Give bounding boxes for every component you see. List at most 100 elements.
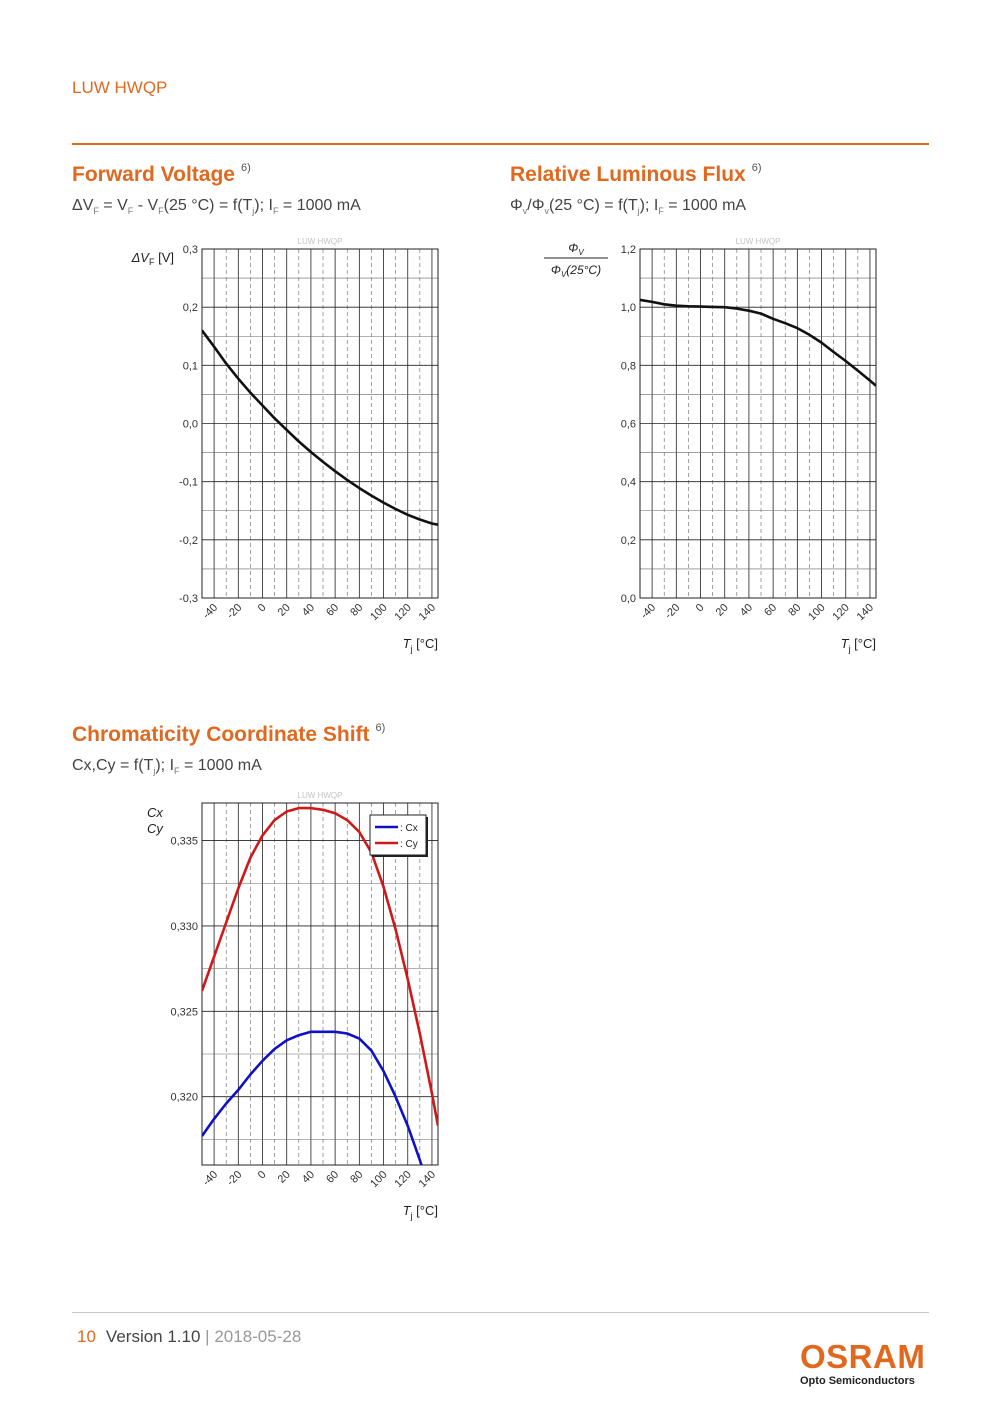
y-tick-label: 0,2 bbox=[183, 302, 198, 314]
forward-voltage-subtitle: ΔVF = VF - VF(25 °C) = f(Tj); IF = 1000 … bbox=[72, 197, 361, 216]
logo-wordmark: OSRAM bbox=[800, 1338, 926, 1375]
legend-box bbox=[369, 814, 427, 856]
chromaticity-subtitle: Cx,Cy = f(Tj); IF = 1000 mA bbox=[72, 757, 262, 776]
forward-voltage-title-text: Forward Voltage bbox=[72, 163, 235, 186]
x-tick-label: 120 bbox=[392, 602, 413, 623]
subtitle-part: = 1000 mA bbox=[663, 197, 747, 214]
y-axis-label-cy: Cy bbox=[147, 821, 164, 836]
x-tick-label: 0 bbox=[694, 602, 707, 615]
x-tick-label: 120 bbox=[392, 1169, 413, 1190]
x-tick-label: 60 bbox=[324, 602, 341, 619]
x-axis-label: Tj [°C] bbox=[403, 1203, 438, 1221]
footer-separator: | bbox=[205, 1327, 210, 1346]
y-tick-label: 0,0 bbox=[621, 593, 636, 605]
x-tick-label: 100 bbox=[806, 602, 827, 623]
y-tick-label: 0,0 bbox=[183, 419, 198, 431]
y-tick-label: 0,3 bbox=[183, 244, 198, 256]
y-axis-label-cx: Cx bbox=[147, 805, 163, 820]
x-tick-label: 40 bbox=[738, 602, 755, 619]
subtitle-sub: F bbox=[158, 206, 164, 217]
subtitle-part: - V bbox=[133, 197, 159, 214]
x-tick-label: 0 bbox=[256, 1169, 269, 1182]
chart-watermark: LUW HWQP bbox=[736, 237, 781, 246]
subtitle-sub: j bbox=[637, 206, 640, 217]
x-tick-label: 80 bbox=[348, 602, 365, 619]
x-tick-label: 60 bbox=[324, 1169, 341, 1186]
logo-tagline: Opto Semiconductors bbox=[800, 1375, 915, 1387]
luminous-flux-subtitle: Φv/Φv(25 °C) = f(Tj); IF = 1000 mA bbox=[510, 197, 746, 216]
x-tick-label: 20 bbox=[714, 602, 731, 619]
osram-logo: OSRAM Opto Semiconductors bbox=[800, 1340, 930, 1388]
x-tick-label: 140 bbox=[417, 1169, 438, 1190]
luminous-flux-chart: LUW HWQP 0,0 0,2 0,4 0,6 0,8 1,0 1,2 -40 -20 0 20 40… bbox=[544, 237, 877, 654]
x-tick-label: -40 bbox=[200, 1169, 220, 1189]
x-axis-label: Tj [°C] bbox=[841, 636, 876, 654]
subtitle-sub: j bbox=[153, 766, 156, 777]
subtitle-sub: v bbox=[522, 206, 528, 217]
x-tick-label: 60 bbox=[762, 602, 779, 619]
chart-watermark: LUW HWQP bbox=[298, 791, 343, 800]
y-tick-label: 0,2 bbox=[621, 535, 636, 547]
x-tick-label: 0 bbox=[256, 602, 269, 615]
subtitle-part: (25 °C) = f(T bbox=[163, 197, 253, 214]
subtitle-part: Φ bbox=[510, 197, 523, 214]
x-tick-label: -20 bbox=[225, 1169, 245, 1189]
x-tick-label: -40 bbox=[200, 602, 220, 622]
y-tick-label: 0,4 bbox=[621, 477, 636, 489]
subtitle-part: ); I bbox=[155, 757, 175, 774]
plot-frame bbox=[201, 802, 439, 1166]
subtitle-sub: j bbox=[252, 206, 255, 217]
y-tick-label: 0,1 bbox=[183, 360, 198, 372]
chromaticity-title-text: Chromaticity Coordinate Shift bbox=[72, 723, 370, 746]
subtitle-sub: F bbox=[93, 206, 99, 217]
page-footer: 10 Version 1.10 | 2018-05-28 bbox=[77, 1327, 301, 1347]
series-line-cx bbox=[202, 1030, 423, 1165]
footer-rule bbox=[72, 1312, 929, 1313]
document-header: LUW HWQP bbox=[72, 78, 168, 97]
y-tick-label: -0,1 bbox=[179, 477, 198, 489]
x-tick-label: 120 bbox=[830, 602, 851, 623]
page-number: 10 bbox=[77, 1327, 96, 1346]
subtitle-part: ΔV bbox=[72, 197, 94, 214]
subtitle-sub: F bbox=[658, 206, 664, 217]
luminous-flux-title-text: Relative Luminous Flux bbox=[510, 163, 746, 186]
series-line bbox=[640, 298, 876, 387]
x-tick-label: -20 bbox=[663, 602, 683, 622]
y-tick-label: 0,6 bbox=[621, 419, 636, 431]
luminous-flux-title: Relative Luminous Flux 6) bbox=[510, 162, 762, 187]
forward-voltage-title: Forward Voltage 6) bbox=[72, 162, 251, 187]
y-tick-label: 1,0 bbox=[621, 302, 636, 314]
y-axis-label-denominator: ΦV(25°C) bbox=[551, 263, 601, 279]
x-tick-label: 40 bbox=[300, 1169, 317, 1186]
subtitle-part: ); I bbox=[639, 197, 659, 214]
chromaticity-chart: LUW HWQP 0,320 0,325 0,330 0,335 -40 -20 0 20 40 6… bbox=[147, 791, 439, 1221]
subtitle-part: = V bbox=[98, 197, 128, 214]
subtitle-part: Cx,Cy = f(T bbox=[72, 757, 154, 774]
x-tick-label: 100 bbox=[368, 602, 389, 623]
header-rule bbox=[72, 143, 929, 145]
subtitle-part: = 1000 mA bbox=[179, 757, 262, 774]
y-tick-label: 1,2 bbox=[621, 244, 636, 256]
x-tick-label: 80 bbox=[786, 602, 803, 619]
luminous-flux-footnote: 6) bbox=[751, 162, 762, 174]
x-tick-label: -20 bbox=[225, 602, 245, 622]
chromaticity-title: Chromaticity Coordinate Shift 6) bbox=[72, 722, 385, 747]
y-tick-label: 0,335 bbox=[170, 836, 198, 848]
x-tick-label: 20 bbox=[276, 602, 293, 619]
subtitle-sub: F bbox=[174, 766, 180, 777]
x-tick-label: 40 bbox=[300, 602, 317, 619]
y-tick-label: 0,330 bbox=[170, 921, 198, 933]
x-tick-label: -40 bbox=[638, 602, 658, 622]
x-axis-label: Tj [°C] bbox=[403, 636, 438, 654]
x-tick-label: 20 bbox=[276, 1169, 293, 1186]
y-axis-label: ΔVF [V] bbox=[131, 250, 174, 267]
subtitle-part: /Φ bbox=[527, 197, 545, 214]
release-date: 2018-05-28 bbox=[214, 1327, 302, 1346]
x-tick-label: 100 bbox=[368, 1169, 389, 1190]
x-tick-label: 80 bbox=[348, 1169, 365, 1186]
plot-frame bbox=[639, 248, 877, 599]
subtitle-part: = 1000 mA bbox=[278, 197, 361, 214]
subtitle-sub: F bbox=[272, 206, 279, 217]
subtitle-sub: F bbox=[127, 206, 134, 217]
y-tick-label: 0,325 bbox=[170, 1006, 198, 1018]
